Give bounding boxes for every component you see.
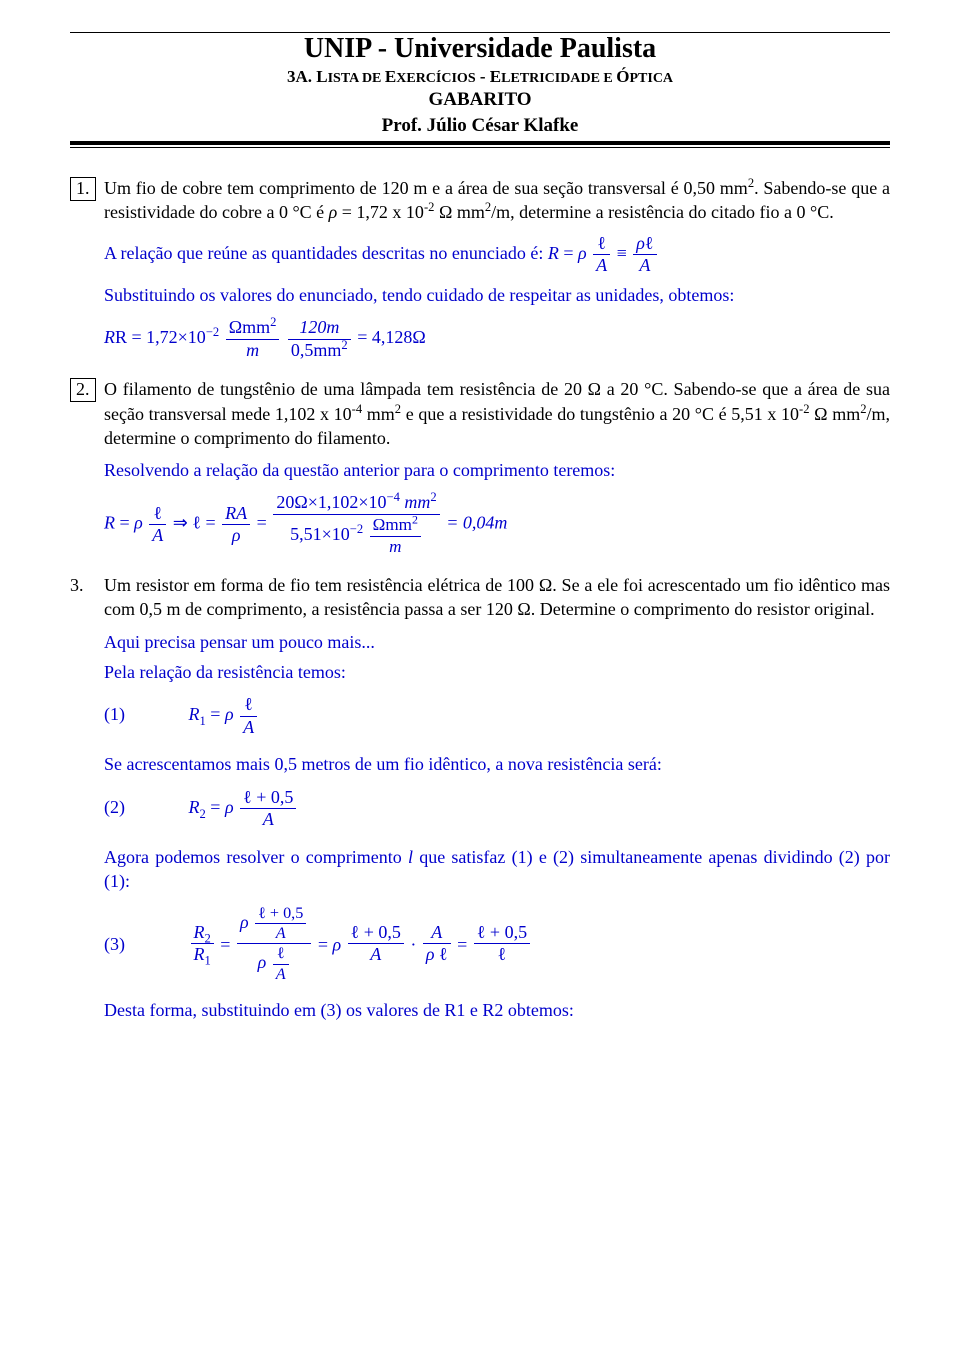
answer-3-eq3: (3) R2 R1 = ρ ℓ + 0,5A ρ ℓA = ρ ℓ + 0,5A… (104, 904, 890, 985)
eq2-den2: Ωmm (373, 515, 412, 534)
eq1-frac1: Ωmm2 m (226, 317, 280, 361)
page: UNIP - Universidade Paulista 3A. LISTA D… (0, 0, 960, 1079)
list-title-sc2: XERCÍCIOS (396, 71, 475, 86)
eq1-f1-den: m (226, 340, 280, 362)
question-2-text: O filamento de tungstênio de uma lâmpada… (104, 377, 890, 450)
list-title-sc4: PTICA (629, 71, 673, 86)
eq2-big: 20Ω×1,102×10−4 mm2 5,51×10−2 Ωmm2 m (273, 492, 439, 557)
answer-3-line3: Se acrescentamos mais 0,5 metros de um f… (104, 752, 890, 776)
university-name: UNIP - Universidade Paulista (70, 33, 890, 65)
eq2-result: = 0,04m (446, 513, 507, 533)
question-1-text: Um fio de cobre tem comprimento de 120 m… (104, 176, 890, 225)
list-title-sc3: LETRICIDADE E (501, 71, 616, 86)
question-3-number: 3. (70, 573, 104, 622)
answer-1-line1: A relação que reúne as quantidades descr… (104, 233, 890, 277)
answer-3-eq1: (1) R1 = ρ ℓA (104, 694, 890, 738)
question-2-box: 2. (70, 378, 96, 402)
document-header: UNIP - Universidade Paulista 3A. LISTA D… (70, 32, 890, 148)
q2-text-b: mm (362, 404, 395, 424)
answer-2-line1: Resolvendo a relação da questão anterior… (104, 458, 890, 482)
question-2: 2. O filamento de tungstênio de uma lâmp… (70, 377, 890, 450)
q2-text-d: Ω mm (810, 404, 861, 424)
question-1-number: 1. (70, 176, 104, 225)
answer-1-eq: RR = 1,72×10−2 Ωmm2 m 120m 0,5mm2 = 4,12… (104, 317, 890, 361)
list-title: 3A. LISTA DE EXERCÍCIOS - ELETRICIDADE E… (70, 67, 890, 87)
eq1-frac2: 120m 0,5mm2 (288, 317, 351, 361)
list-title-ex: E (385, 67, 396, 86)
content-body: 1. Um fio de cobre tem comprimento de 12… (70, 176, 890, 1023)
q1-ans1: A relação que reúne as quantidades descr… (104, 243, 548, 263)
answer-3-eq2: (2) R2 = ρ ℓ + 0,5A (104, 787, 890, 831)
question-3-text: Um resistor em forma de fio tem resistên… (104, 573, 890, 622)
eq2-den3: m (370, 537, 421, 558)
question-1: 1. Um fio de cobre tem comprimento de 12… (70, 176, 890, 225)
eq1-lhs: R = 1,72×10 (115, 327, 206, 347)
rule-thin (70, 147, 890, 148)
eq2-num1: 20Ω×1,102×10 (276, 492, 386, 512)
answer-2-eq: R = ρ ℓA ⇒ ℓ = RAρ = 20Ω×1,102×10−4 mm2 … (104, 492, 890, 557)
answer-3-line4: Agora podemos resolver o comprimento l q… (104, 845, 890, 894)
answer-1-line2: Substituindo os valores do enunciado, te… (104, 283, 890, 307)
answer-1: A relação que reúne as quantidades descr… (104, 233, 890, 362)
gabarito-label: GABARITO (70, 89, 890, 111)
eq3-lbl2: (2) (104, 788, 184, 828)
question-3: 3. Um resistor em forma de fio tem resis… (70, 573, 890, 622)
q2-text-c: e que a resistividade do tungstênio a 20… (401, 404, 799, 424)
q1-text-a: Um fio de cobre tem comprimento de 120 m… (104, 178, 748, 198)
eq2-den1: 5,51×10 (290, 524, 350, 544)
eq1-f2-num: 120m (288, 317, 351, 340)
list-title-sc1: ISTA DE (328, 71, 385, 86)
answer-3-line5: Desta forma, substituindo em (3) os valo… (104, 998, 890, 1022)
rule-thick (70, 141, 890, 145)
list-title-dash: - E (476, 67, 502, 86)
question-1-box: 1. (70, 177, 96, 201)
eq3-lbl3: (3) (104, 935, 184, 953)
eq2-ra: RA (222, 503, 250, 526)
eq1-result: = 4,128Ω (357, 327, 426, 347)
answer-2: Resolvendo a relação da questão anterior… (104, 458, 890, 557)
eq2-num2: mm (404, 492, 430, 512)
question-2-number: 2. (70, 377, 104, 450)
eq1-R: R (104, 327, 115, 347)
answer-3-line2: Pela relação da resistência temos: (104, 660, 890, 684)
answer-3-line1: Aqui precisa pensar um pouco mais... (104, 630, 890, 654)
answer-3: Aqui precisa pensar um pouco mais... Pel… (104, 630, 890, 1023)
eq1-f1-num: Ωmm (229, 317, 270, 337)
eq1-f2-den: 0,5mm (291, 340, 342, 360)
q1-text-e: /m, determine a resistência do citado fi… (491, 202, 834, 222)
q1-text-c: = 1,72 x 10 (337, 202, 424, 222)
eq3-lbl1: (1) (104, 695, 184, 735)
list-title-op: Ó (616, 67, 629, 86)
professor-name: Prof. Júlio César Klafke (70, 115, 890, 137)
q1-text-d: Ω mm (434, 202, 484, 222)
list-title-pre: 3A. L (287, 67, 328, 86)
q3-ans4a: Agora podemos resolver o comprimento (104, 847, 408, 867)
